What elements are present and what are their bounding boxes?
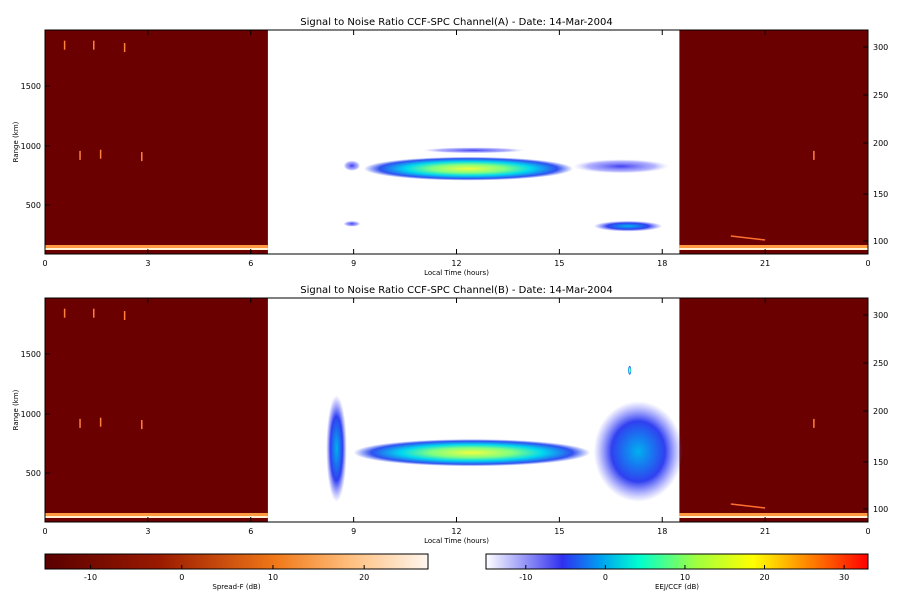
colorbar-tick-label: -10 bbox=[519, 573, 532, 582]
x-tick-label: 6 bbox=[248, 527, 253, 536]
spread-f-streak bbox=[730, 235, 766, 241]
spread-f-band bbox=[679, 513, 868, 516]
spread-f-speck bbox=[63, 308, 66, 318]
x-tick-label: 15 bbox=[554, 259, 564, 268]
spread-f-band bbox=[45, 516, 268, 518]
y-axis-label: Range (km) bbox=[12, 389, 20, 430]
spread-f-speck bbox=[813, 418, 815, 428]
colorbar-tick-label: 0 bbox=[603, 573, 608, 582]
x-tick-label: 3 bbox=[145, 259, 150, 268]
spread-f-region bbox=[45, 298, 268, 522]
spread-f-region bbox=[45, 30, 268, 254]
spread-f-speck bbox=[99, 149, 102, 159]
spread-f-speck bbox=[141, 420, 143, 430]
y2-tick-label: 150 bbox=[873, 458, 888, 467]
colorbar-label: EEJ/CCF (dB) bbox=[655, 583, 699, 591]
echo-region bbox=[593, 220, 663, 232]
panel-channel-b: Signal to Noise Ratio CCF-SPC Channel(B)… bbox=[12, 285, 888, 545]
panel-channel-a: Signal to Noise Ratio CCF-SPC Channel(A)… bbox=[12, 17, 888, 277]
spread-f-band bbox=[679, 516, 868, 518]
colorbar-tick-label: 20 bbox=[759, 573, 769, 582]
x-tick-label: 18 bbox=[657, 527, 667, 536]
y2-tick-label: 250 bbox=[873, 359, 888, 368]
spread-f-band bbox=[45, 245, 268, 248]
colorbar-tick-label: 10 bbox=[268, 573, 278, 582]
y-tick-label: 500 bbox=[26, 469, 41, 478]
x-tick-label: 0 bbox=[42, 527, 47, 536]
spread-f-band bbox=[679, 248, 868, 250]
echo-region bbox=[343, 160, 361, 172]
chart-title: Signal to Noise Ratio CCF-SPC Channel(A)… bbox=[300, 17, 612, 28]
echo-region bbox=[593, 401, 683, 502]
colorbar-eej: -10 0 10 20 30 EEJ/CCF (dB) bbox=[485, 553, 869, 591]
y2-tick-label: 150 bbox=[873, 190, 888, 199]
x-tick-label: 3 bbox=[145, 527, 150, 536]
spread-f-speck bbox=[123, 311, 126, 321]
spread-f-streak bbox=[730, 503, 766, 509]
echo-region bbox=[326, 395, 347, 502]
echo-region bbox=[627, 365, 632, 376]
y-tick-label: 1500 bbox=[21, 82, 41, 91]
spread-f-band bbox=[45, 248, 268, 250]
y-tick-label: 1000 bbox=[21, 142, 41, 151]
spread-f-speck bbox=[123, 43, 126, 53]
echo-region bbox=[363, 156, 574, 181]
spread-f-speck bbox=[93, 308, 95, 318]
y2-tick-label: 300 bbox=[873, 43, 888, 52]
spread-f-speck bbox=[99, 417, 102, 427]
y2-tick-label: 200 bbox=[873, 139, 888, 148]
spread-f-speck bbox=[141, 152, 143, 162]
spread-f-band bbox=[45, 513, 268, 516]
colorbar-tick-label: 20 bbox=[359, 573, 369, 582]
x-tick-label: 9 bbox=[351, 527, 356, 536]
colorbar-tick-label: 10 bbox=[680, 573, 690, 582]
y2-tick-label: 200 bbox=[873, 407, 888, 416]
echo-region bbox=[422, 147, 526, 154]
y-tick-label: 500 bbox=[26, 201, 41, 210]
y2-tick-label: 100 bbox=[873, 237, 888, 246]
x-tick-label: 0 bbox=[865, 527, 870, 536]
x-axis-label: Local Time (hours) bbox=[424, 269, 489, 277]
colorbar-gradient bbox=[485, 553, 869, 570]
echo-region bbox=[573, 159, 670, 174]
x-tick-label: 0 bbox=[865, 259, 870, 268]
x-tick-label: 21 bbox=[760, 527, 770, 536]
x-tick-label: 12 bbox=[451, 527, 461, 536]
spread-f-region bbox=[679, 298, 868, 522]
spread-f-speck bbox=[93, 40, 95, 50]
echo-region bbox=[353, 439, 591, 467]
colorbar-label: Spread-F (dB) bbox=[212, 583, 260, 591]
x-tick-label: 0 bbox=[42, 259, 47, 268]
y2-tick-label: 250 bbox=[873, 91, 888, 100]
x-tick-label: 18 bbox=[657, 259, 667, 268]
spread-f-speck bbox=[79, 418, 81, 428]
spread-f-speck bbox=[79, 150, 81, 160]
y2-tick-label: 100 bbox=[873, 505, 888, 514]
spread-f-region bbox=[679, 30, 868, 254]
colorbar-spread-f: -10 0 10 20 Spread-F (dB) bbox=[44, 553, 429, 591]
x-axis-label: Local Time (hours) bbox=[424, 537, 489, 545]
y-tick-label: 1500 bbox=[21, 350, 41, 359]
spread-f-speck bbox=[813, 150, 815, 160]
chart-title: Signal to Noise Ratio CCF-SPC Channel(B)… bbox=[300, 285, 613, 296]
spread-f-speck bbox=[63, 40, 66, 50]
colorbar-tick-label: 0 bbox=[179, 573, 184, 582]
colorbar-tick-label: -10 bbox=[84, 573, 97, 582]
spread-f-band bbox=[679, 245, 868, 248]
x-tick-label: 21 bbox=[760, 259, 770, 268]
x-tick-label: 12 bbox=[451, 259, 461, 268]
y-axis-label: Range (km) bbox=[12, 121, 20, 162]
y2-tick-label: 300 bbox=[873, 311, 888, 320]
x-tick-label: 9 bbox=[351, 259, 356, 268]
x-tick-label: 15 bbox=[554, 527, 564, 536]
x-tick-label: 6 bbox=[248, 259, 253, 268]
echo-region bbox=[343, 220, 361, 227]
y-tick-label: 1000 bbox=[21, 410, 41, 419]
colorbar-tick-label: 30 bbox=[839, 573, 849, 582]
colorbar-gradient bbox=[44, 553, 429, 570]
